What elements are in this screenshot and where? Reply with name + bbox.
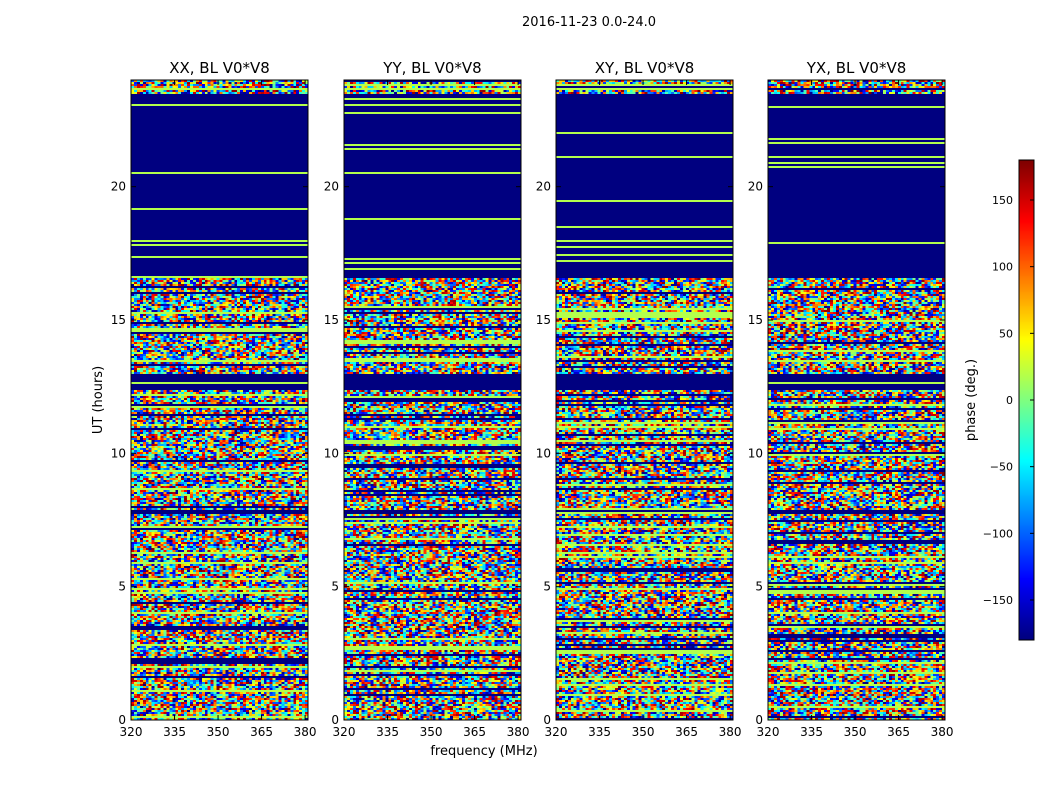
panel-yy: YY, BL V0*V8 320 335 350 365 380 0 5 10 15 20	[324, 59, 530, 739]
colorbar-gradient	[1019, 160, 1034, 640]
panel-xx: XX, BL V0*V8 320 335 350 365 380 0 5 10 15 20	[111, 59, 317, 739]
y-tick-label: 5	[543, 580, 551, 594]
figure-title: 2016-11-23 0.0-24.0	[522, 15, 656, 30]
y-tick-label: 20	[748, 180, 763, 194]
y-tick-label: 5	[118, 580, 126, 594]
waterfall-image	[556, 80, 733, 720]
x-tick-label: 350	[420, 725, 443, 739]
y-tick-label: 15	[111, 313, 126, 327]
colorbar-tick-label: −50	[990, 461, 1013, 474]
x-tick-label: 365	[250, 725, 273, 739]
y-tick-label: 10	[536, 446, 551, 460]
colorbar-tick-label: 0	[1006, 394, 1013, 407]
y-tick-label: 15	[748, 313, 763, 327]
panel-frame	[343, 79, 522, 721]
x-tick-label: 335	[376, 725, 399, 739]
y-tick-label: 15	[536, 313, 551, 327]
x-tick-label: 380	[931, 725, 954, 739]
panel-xy: XY, BL V0*V8 320 335 350 365 380 0 5 10 15 20	[536, 59, 742, 739]
y-tick-label: 5	[755, 580, 763, 594]
x-tick-label: 350	[632, 725, 655, 739]
y-tick-label: 0	[755, 713, 763, 727]
y-tick-label: 10	[324, 446, 339, 460]
x-tick-label: 380	[719, 725, 742, 739]
y-tick-label: 15	[324, 313, 339, 327]
x-tick-label: 335	[163, 725, 186, 739]
x-tick-label: 320	[120, 725, 143, 739]
panel-title-xy: XY, BL V0*V8	[595, 59, 695, 77]
y-tick-label: 20	[536, 180, 551, 194]
colorbar-tick-label: −150	[983, 594, 1013, 607]
panel-frame	[555, 79, 734, 721]
waterfall-image	[344, 80, 521, 720]
colorbar-label: phase (deg.)	[964, 359, 979, 441]
x-axis-label: frequency (MHz)	[430, 744, 537, 759]
x-tick-label: 320	[545, 725, 568, 739]
panel-title-yy: YY, BL V0*V8	[382, 59, 481, 77]
x-tick-label: 335	[588, 725, 611, 739]
x-tick-label: 335	[800, 725, 823, 739]
panel-title-yx: YX, BL V0*V8	[806, 59, 907, 77]
colorbar-tick-label: −100	[983, 527, 1013, 540]
panel-yx: YX, BL V0*V8 320 335 350 365 380 0 5 10 15 20	[748, 59, 954, 739]
y-tick-label: 20	[324, 180, 339, 194]
x-tick-label: 365	[463, 725, 486, 739]
x-tick-label: 380	[507, 725, 530, 739]
x-tick-label: 320	[757, 725, 780, 739]
colorbar-tick-label: 100	[992, 261, 1013, 274]
x-tick-label: 350	[844, 725, 867, 739]
x-tick-label: 350	[207, 725, 230, 739]
waterfall-image	[131, 80, 308, 720]
panel-title-xx: XX, BL V0*V8	[169, 59, 270, 77]
y-tick-label: 0	[118, 713, 126, 727]
y-tick-label: 20	[111, 180, 126, 194]
waterfall-image	[768, 80, 945, 720]
x-tick-label: 320	[333, 725, 356, 739]
y-axis-label: UT (hours)	[91, 366, 106, 434]
colorbar-tick-label: 150	[992, 194, 1013, 207]
x-tick-label: 365	[675, 725, 698, 739]
x-tick-label: 380	[294, 725, 317, 739]
x-tick-label: 365	[887, 725, 910, 739]
colorbar-tick-label: 50	[999, 327, 1013, 340]
y-tick-label: 0	[543, 713, 551, 727]
panel-frame	[767, 79, 946, 721]
y-tick-label: 10	[748, 446, 763, 460]
panel-frame	[130, 79, 309, 721]
y-tick-label: 10	[111, 446, 126, 460]
colorbar: −150 −100 −50 0 50 100 150	[983, 159, 1035, 641]
y-tick-label: 5	[331, 580, 339, 594]
y-tick-label: 0	[331, 713, 339, 727]
